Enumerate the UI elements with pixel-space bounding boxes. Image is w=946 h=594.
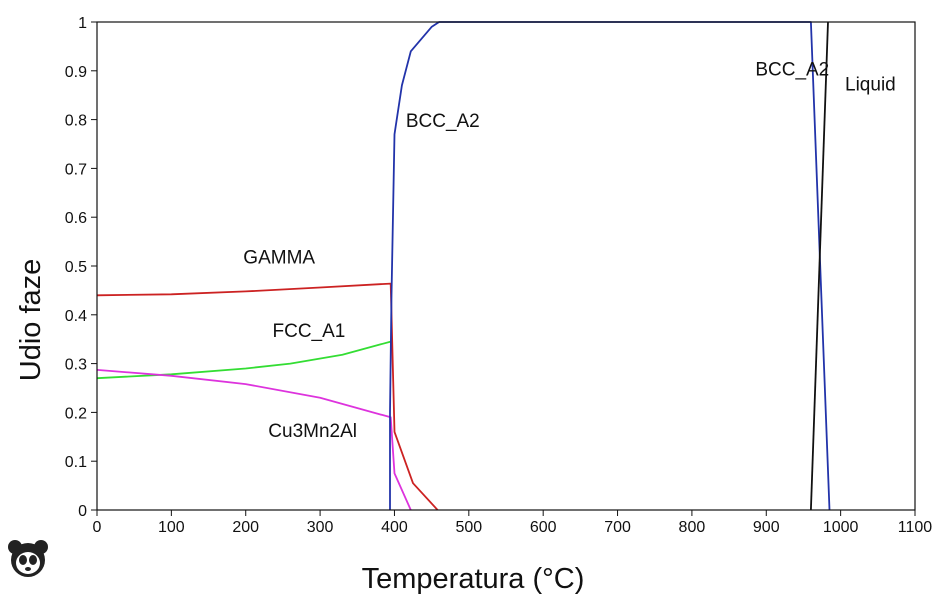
series-line-gamma-0	[96, 282, 439, 511]
series-label-bcc-a2-3: BCC_A2	[406, 111, 480, 132]
y-tick-label: 0.6	[65, 210, 87, 227]
x-tick-label: 700	[604, 519, 631, 536]
series-line-liquid-4	[810, 21, 829, 511]
x-tick-label: 800	[679, 519, 706, 536]
y-tick-label: 0.3	[65, 357, 87, 374]
series-label-fcc-a1-1: FCC_A1	[273, 321, 346, 342]
x-tick-label: 500	[455, 519, 482, 536]
x-tick-label: 600	[530, 519, 557, 536]
x-tick-label: 100	[158, 519, 185, 536]
y-tick-label: 0.8	[65, 113, 87, 130]
y-tick-label: 0.7	[65, 161, 87, 178]
panda-logo	[8, 540, 48, 577]
x-tick-label: 200	[232, 519, 259, 536]
y-tick-label: 0.1	[65, 454, 87, 471]
y-tick-label: 1	[78, 15, 87, 32]
x-tick-label: 400	[381, 519, 408, 536]
tick-layer: 0 100 200 300 400 500 600 700 800 900 1000 1100 0 0.1…	[65, 15, 933, 536]
annotation-layer: GAMMA FCC_A1 Cu3Mn2Al BCC_A2 BCC_A2 Liquid	[243, 60, 895, 442]
y-tick-label: 0	[78, 503, 87, 520]
y-axis-title: Udio faze	[15, 259, 47, 382]
x-tick-label: 900	[753, 519, 780, 536]
y-tick-label: 0.4	[65, 308, 87, 325]
y-tick-label: 0.5	[65, 259, 87, 276]
x-tick-label: 1100	[898, 519, 933, 536]
x-tick-label: 0	[93, 519, 102, 536]
series-label-bcc-a2-4: BCC_A2	[755, 60, 829, 81]
series-label-gamma-0: GAMMA	[243, 248, 315, 269]
x-tick-label: 300	[307, 519, 334, 536]
series-line-cu3mn2al-2	[96, 369, 412, 511]
y-tick-label: 0.9	[65, 64, 87, 81]
series-label-cu3mn2al-2: Cu3Mn2Al	[268, 421, 357, 442]
plot-area	[97, 22, 915, 510]
series-label-liquid-5: Liquid	[845, 74, 896, 95]
x-tick-label: 1000	[823, 519, 859, 536]
y-tick-label: 0.2	[65, 405, 87, 422]
x-axis-title: Temperatura (°C)	[362, 563, 585, 594]
